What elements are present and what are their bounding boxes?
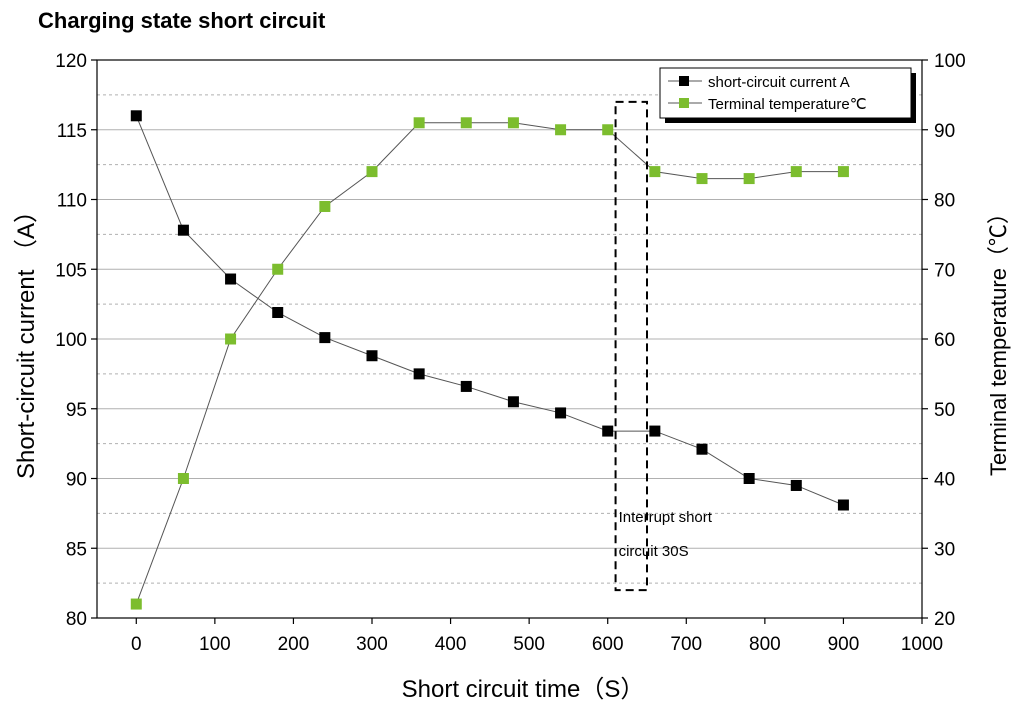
x-tick-label: 300 — [356, 634, 388, 655]
y-left-tick-label: 95 — [66, 400, 87, 421]
x-tick-label: 800 — [749, 634, 781, 655]
data-point — [225, 273, 237, 285]
data-point — [743, 173, 755, 185]
y-left-tick-label: 120 — [55, 51, 87, 72]
y-right-tick-label: 90 — [934, 121, 955, 142]
y-left-tick-label: 90 — [66, 470, 87, 491]
data-point — [177, 224, 189, 236]
legend-marker — [679, 98, 689, 108]
data-point — [413, 117, 425, 129]
data-point — [602, 425, 614, 437]
legend-label: Terminal temperature℃ — [708, 96, 867, 113]
data-point — [130, 110, 142, 122]
x-axis-label: Short circuit time（S） — [402, 676, 645, 703]
annotation-text: circuit 30S — [619, 543, 689, 560]
y-right-tick-label: 60 — [934, 330, 955, 351]
data-point — [413, 368, 425, 380]
chart-title: Charging state short circuit — [38, 8, 326, 33]
data-point — [507, 117, 519, 129]
data-point — [507, 396, 519, 408]
x-axis: 0 100 200 300 400 500 600 700 800 900 1000 — [131, 618, 943, 655]
x-tick-label: 100 — [199, 634, 231, 655]
data-point — [743, 473, 755, 484]
data-point — [272, 263, 284, 275]
y-left-tick-label: 80 — [66, 609, 87, 630]
interrupt-box — [614, 100, 648, 592]
data-point — [649, 425, 661, 437]
x-tick-label: 600 — [592, 634, 624, 655]
y-axis-right-label: Terminal temperature（℃） — [986, 202, 1011, 476]
y-left-tick-label: 105 — [55, 260, 87, 281]
y-left-tick-label: 85 — [66, 539, 87, 560]
series-line — [135, 115, 844, 506]
y-left-tick-label: 100 — [55, 330, 87, 351]
data-point — [460, 380, 472, 392]
data-point — [366, 166, 378, 178]
data-point — [272, 306, 284, 318]
data-point — [790, 166, 802, 178]
data-point — [225, 333, 237, 345]
y-right-tick-label: 30 — [934, 539, 955, 560]
y-right-tick-label: 80 — [934, 191, 955, 212]
x-tick-label: 500 — [513, 634, 545, 655]
annotation-text: Interrupt short — [619, 509, 713, 526]
data-point — [837, 499, 849, 511]
data-point — [649, 166, 661, 178]
x-tick-label: 400 — [435, 634, 467, 655]
y-right-tick-label: 20 — [934, 609, 955, 630]
legend-box — [659, 67, 912, 119]
x-tick-label: 200 — [278, 634, 310, 655]
data-point — [555, 124, 567, 136]
y-axis-left: 80 85 90 95 100 105 110 115 120 — [55, 51, 97, 630]
data-point — [366, 350, 378, 362]
series-temperature — [130, 117, 849, 610]
data-point — [130, 598, 142, 610]
y-right-tick-label: 40 — [934, 470, 955, 491]
data-point — [696, 173, 708, 185]
data-point — [319, 200, 331, 212]
data-point — [837, 166, 849, 178]
annotation: Interrupt short circuit 30S — [614, 100, 713, 592]
x-tick-label: 900 — [828, 634, 860, 655]
legend: short-circuit current A Terminal temperat… — [659, 67, 916, 123]
y-axis-left-label: Short-circuit current （A） — [13, 199, 40, 479]
data-point — [790, 479, 802, 491]
legend-label: short-circuit current A — [708, 74, 850, 91]
x-tick-label: 0 — [131, 634, 142, 655]
legend-marker — [679, 76, 689, 86]
y-left-tick-label: 115 — [57, 121, 87, 142]
series-layer — [130, 110, 849, 610]
series-line — [135, 122, 844, 605]
y-axis-right: 20 30 40 50 60 70 80 90 100 — [922, 51, 966, 630]
data-point — [696, 443, 708, 455]
y-right-tick-label: 50 — [934, 400, 955, 421]
series-current — [130, 110, 849, 511]
data-point — [177, 473, 189, 484]
x-tick-label: 700 — [670, 634, 702, 655]
y-right-tick-label: 70 — [934, 260, 955, 281]
x-tick-label: 1000 — [901, 634, 943, 655]
y-left-tick-label: 110 — [57, 191, 87, 212]
data-point — [319, 332, 331, 344]
data-point — [460, 117, 472, 129]
data-point — [602, 124, 614, 136]
y-right-tick-label: 100 — [934, 51, 966, 72]
data-point — [555, 407, 567, 419]
